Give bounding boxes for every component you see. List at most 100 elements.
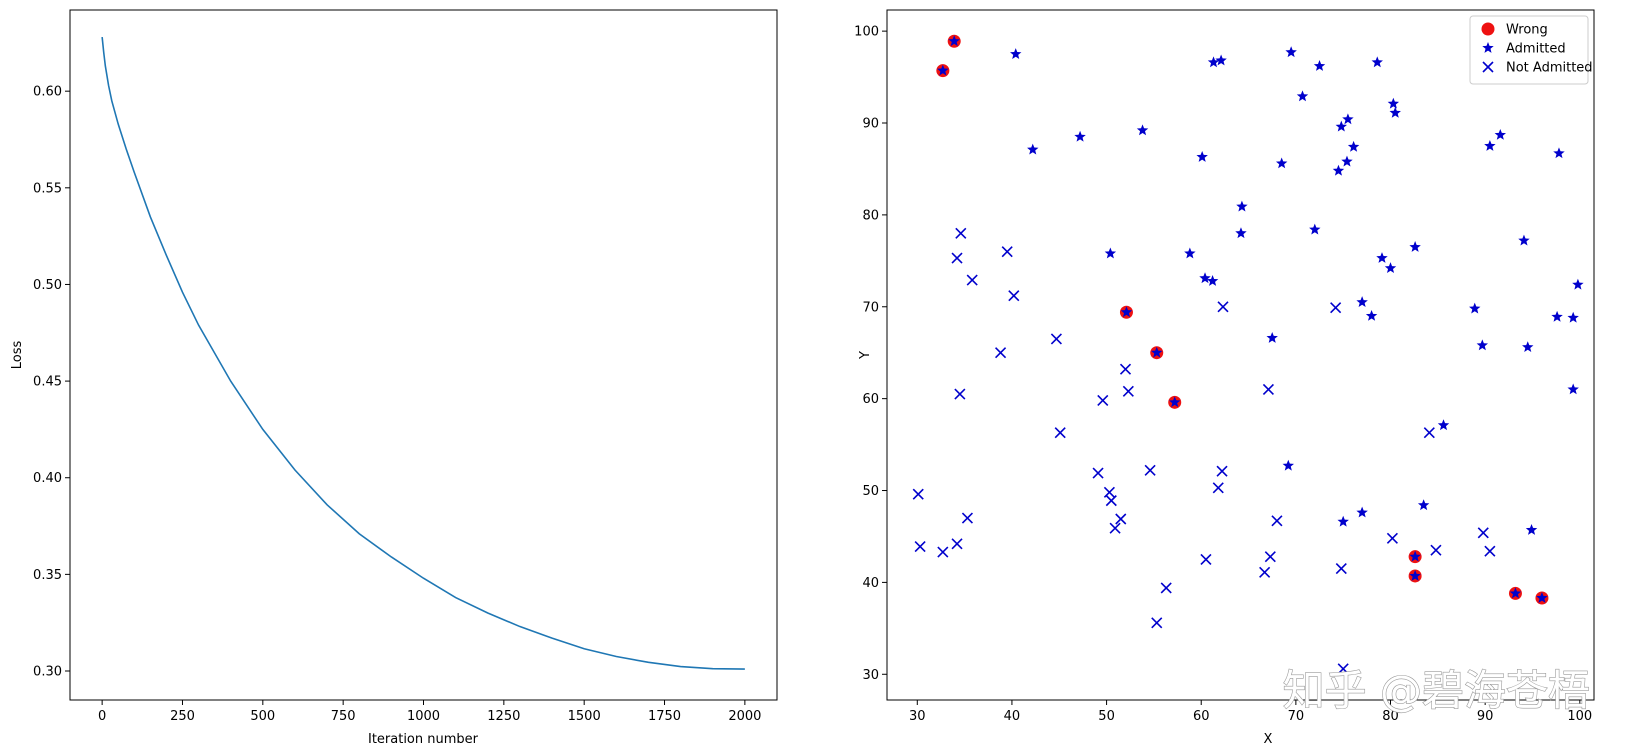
scatter-y-axis-label: Y	[858, 351, 873, 360]
loss-plot-frame	[69, 9, 778, 701]
admitted-point	[1235, 227, 1247, 239]
not-admitted-point	[937, 546, 949, 558]
0-x-tick-label: 750	[331, 709, 356, 724]
not-admitted-point	[1119, 363, 1132, 375]
not-admitted-point	[1122, 385, 1134, 397]
admitted-point	[1296, 90, 1309, 102]
not-admitted-point	[1430, 544, 1442, 556]
admitted-point	[1347, 140, 1360, 152]
not-admitted-point	[1103, 486, 1115, 498]
not-admitted-point	[1386, 532, 1398, 544]
admitted-point	[1553, 147, 1565, 159]
0-x-tick-label: 2000	[728, 709, 761, 724]
watermark-text: 知乎 @碧海苍梧	[1283, 666, 1590, 715]
admitted-point	[1275, 157, 1288, 169]
scatter-x-axis-label: X	[1264, 732, 1273, 747]
not-admitted-point	[1115, 513, 1127, 525]
0-x-tick-label: 250	[170, 709, 195, 724]
admitted-point	[1332, 164, 1345, 176]
admitted-point	[1215, 54, 1227, 66]
admitted-point	[1525, 524, 1538, 535]
loss-y-axis-label: Loss	[10, 341, 25, 370]
0-y-tick-label: 0.30	[33, 665, 62, 680]
admitted-point	[1151, 346, 1163, 358]
admitted-point	[1518, 234, 1530, 246]
legend-items: Wrong Admitted Not Admitted	[1481, 22, 1593, 76]
not-admitted-point	[1330, 302, 1342, 314]
0-x-tick-label: 1750	[648, 709, 681, 724]
not-admitted-point	[1264, 551, 1276, 563]
admitted-point	[1387, 97, 1400, 109]
not-admitted-point	[1105, 495, 1117, 507]
scatter-y-ticks: 30 40 50 60 70 80 90 100	[854, 25, 887, 683]
admitted-point	[1409, 241, 1421, 252]
1-x-tick-label: 70	[1288, 709, 1305, 724]
legend-label: Not Admitted	[1506, 61, 1593, 76]
legend-box	[1469, 15, 1589, 85]
admitted-point	[1371, 56, 1383, 68]
admitted-point	[1120, 306, 1133, 318]
admitted-point	[1484, 139, 1496, 151]
admitted-point	[1136, 124, 1149, 136]
0-y-tick-label: 0.50	[33, 278, 62, 293]
admitted-point	[1469, 302, 1481, 314]
not-admitted-point	[1212, 482, 1224, 494]
scatter-legend: Wrong Admitted Not Admitted	[1469, 15, 1593, 85]
admitted-point	[1551, 310, 1563, 322]
not-admitted-point	[1335, 563, 1347, 575]
1-y-tick-label: 50	[862, 484, 879, 499]
admitted-point	[1342, 113, 1354, 125]
admitted-point	[1509, 587, 1522, 599]
not-admitted-point	[955, 227, 967, 239]
admitted-point	[1341, 155, 1353, 167]
admitted-point	[1476, 339, 1489, 351]
not-admitted-point	[1109, 522, 1121, 534]
not-admitted-point	[966, 274, 978, 286]
admitted-point	[1282, 459, 1294, 471]
not-admitted-point	[1217, 301, 1229, 313]
1-y-tick-label: 70	[862, 300, 879, 315]
admitted-point	[1365, 309, 1378, 321]
admitted-point	[1313, 60, 1326, 71]
admitted-point	[1335, 120, 1347, 132]
0-x-tick-label: 1250	[487, 709, 520, 724]
0-y-tick-label: 0.55	[33, 181, 62, 196]
legend-marker-wrong-point	[1481, 22, 1495, 36]
admitted-point	[1417, 499, 1430, 511]
not-admitted-point	[1259, 566, 1271, 578]
not-admitted-point	[1001, 246, 1013, 258]
not-admitted-point	[951, 252, 963, 264]
not-admitted-point	[951, 538, 963, 550]
admitted-point	[1337, 515, 1349, 527]
0-y-tick-label: 0.35	[33, 568, 62, 583]
1-y-tick-label: 30	[862, 668, 879, 683]
admitted-point	[1199, 272, 1211, 284]
1-y-tick-label: 100	[854, 25, 879, 40]
1-x-tick-label: 90	[1477, 709, 1494, 724]
0-x-tick-label: 1500	[568, 709, 601, 724]
admitted-point	[1409, 569, 1421, 581]
admitted-point	[1207, 56, 1220, 68]
1-y-tick-label: 40	[862, 576, 879, 591]
not-admitted-point	[1050, 333, 1062, 345]
not-admitted-point	[954, 388, 966, 400]
not-admitted-point	[1477, 527, 1489, 539]
not-admitted-point	[1423, 427, 1435, 439]
not-admitted-point	[1216, 465, 1228, 477]
admitted-point	[1027, 143, 1039, 155]
admitted-point	[1409, 550, 1421, 562]
admitted-point	[1356, 506, 1368, 518]
not-admitted-point	[1008, 290, 1020, 302]
admitted-point	[1389, 106, 1401, 118]
not-admitted-point	[1262, 383, 1274, 396]
0-x-tick-label: 1000	[407, 709, 440, 724]
1-x-tick-label: 60	[1193, 709, 1210, 724]
not-admitted-point	[1054, 427, 1066, 439]
admitted-point	[937, 64, 949, 76]
0-y-tick-label: 0.45	[33, 375, 62, 390]
loss-series-line	[101, 36, 745, 670]
scatter-plot-frame	[886, 9, 1595, 701]
admitted-point	[1437, 419, 1450, 431]
admitted-point	[1572, 278, 1584, 290]
